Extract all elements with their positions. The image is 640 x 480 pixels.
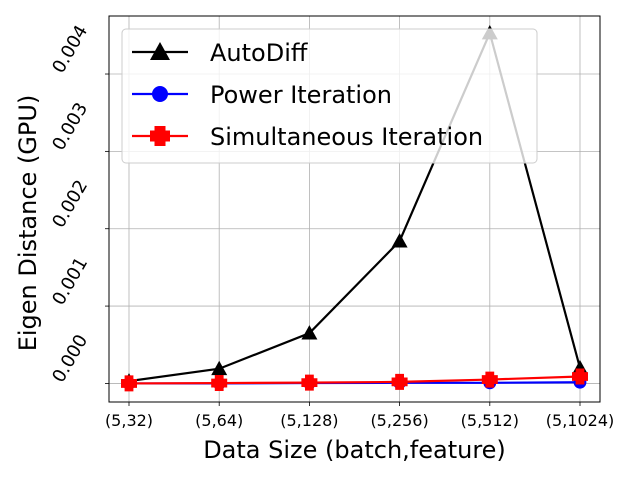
- x-tick-label: (5,256): [370, 411, 428, 430]
- legend-box: [121, 28, 538, 164]
- x-tick-label: (5,1024): [546, 411, 614, 430]
- legend-label: Simultaneous Iteration: [210, 123, 483, 151]
- circle-marker: [152, 86, 168, 102]
- y-tick-label: 0.004: [48, 22, 92, 77]
- triangle-marker: [211, 360, 228, 376]
- plus-marker: [121, 375, 137, 392]
- legend-entry: Power Iteration: [132, 81, 392, 109]
- series-line: [128, 375, 581, 385]
- y-tick-label: 0.003: [48, 99, 92, 154]
- legend: AutoDiff Power Iteration Simultaneous Iter…: [121, 28, 538, 164]
- triangle-marker: [150, 42, 170, 60]
- y-axis-ticks: 0.000 0.001 0.002 0.003 0.004: [48, 22, 109, 386]
- triangle-marker: [391, 233, 408, 248]
- legend-entry: AutoDiff: [132, 39, 308, 67]
- triangle-marker: [301, 325, 318, 340]
- plus-marker: [572, 368, 588, 385]
- legend-label: AutoDiff: [210, 39, 308, 67]
- x-axis-ticks: (5,32) (5,64) (5,128) (5,256) (5,512) (5,1024…: [105, 402, 614, 430]
- x-tick-label: (5,64): [195, 411, 243, 430]
- plus-marker: [150, 126, 170, 146]
- y-tick-label: 0.000: [48, 331, 92, 386]
- plus-marker: [301, 374, 318, 391]
- y-tick-label: 0.002: [48, 176, 92, 231]
- x-axis-label: Data Size (batch,feature): [203, 436, 506, 464]
- y-tick-label: 0.001: [48, 254, 92, 309]
- y-axis-label: Eigen Distance (GPU): [14, 95, 42, 352]
- plus-marker: [211, 375, 228, 392]
- plus-marker: [391, 373, 408, 390]
- plus-marker: [481, 371, 498, 388]
- series-simultaneous-iteration: [121, 368, 588, 392]
- legend-label: Power Iteration: [210, 81, 392, 109]
- legend-entry: Simultaneous Iteration: [132, 123, 483, 151]
- x-tick-label: (5,128): [280, 411, 338, 430]
- plot-frame: [108, 15, 601, 403]
- x-tick-label: (5,512): [461, 411, 519, 430]
- x-tick-label: (5,32): [105, 411, 153, 430]
